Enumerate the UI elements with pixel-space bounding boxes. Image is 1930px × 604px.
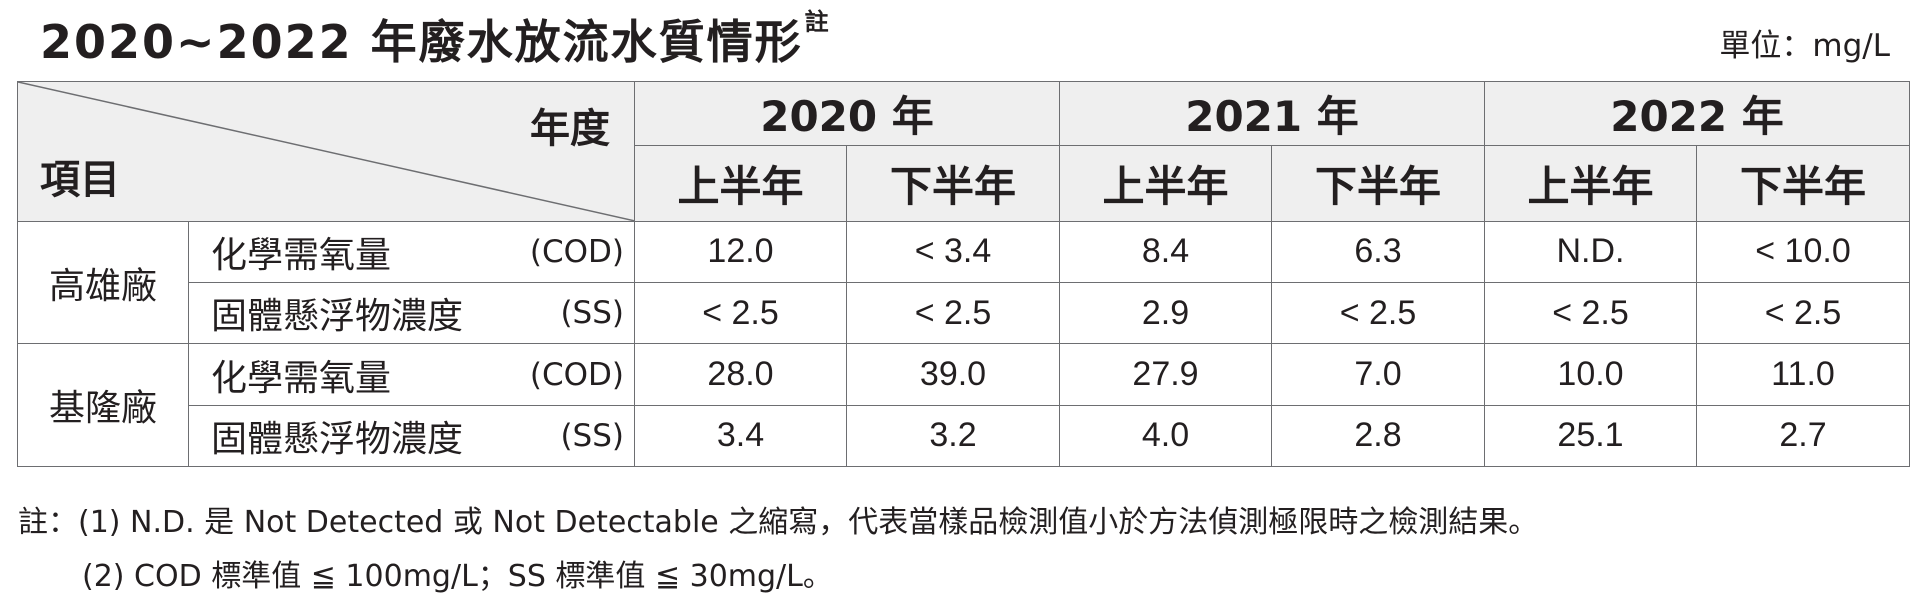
page-title: 2020~2022 年廢水放流水質情形註 bbox=[40, 6, 831, 72]
value-cell: 3.4 bbox=[634, 404, 847, 468]
value-cell: < 2.5 bbox=[1271, 282, 1485, 345]
value-cell: 39.0 bbox=[846, 343, 1060, 406]
parameter-name: 固體懸浮物濃度 bbox=[211, 418, 464, 460]
half-header: 上半年 bbox=[1484, 145, 1697, 222]
value-cell: 4.0 bbox=[1059, 404, 1272, 468]
value-cell: 28.0 bbox=[634, 343, 847, 406]
corner-item-label: 項目 bbox=[40, 156, 120, 203]
half-header: 上半年 bbox=[1059, 145, 1272, 222]
value-cell: 2.7 bbox=[1696, 404, 1910, 468]
value-cell: < 10.0 bbox=[1696, 220, 1910, 284]
half-header: 下半年 bbox=[1271, 145, 1485, 222]
value-cell: 11.0 bbox=[1696, 343, 1910, 406]
parameter-name: 化學需氧量 bbox=[211, 234, 392, 276]
value-cell: 2.8 bbox=[1271, 404, 1485, 468]
parameter-cell: 化學需氧量 (COD) bbox=[188, 220, 635, 284]
footnotes: 註：(1) N.D. 是 Not Detected 或 Not Detectab… bbox=[18, 496, 1538, 604]
table-row: 高雄廠 化學需氧量 (COD) 12.0 < 3.4 8.4 6.3 N.D. <… bbox=[17, 220, 1910, 345]
value-cell: 7.0 bbox=[1271, 343, 1485, 406]
value-cell: < 3.4 bbox=[846, 220, 1060, 284]
year-header-2021: 2021 年 bbox=[1059, 80, 1485, 147]
value-cell: 27.9 bbox=[1059, 343, 1272, 406]
diagonal-divider bbox=[18, 82, 634, 221]
value-cell: < 2.5 bbox=[634, 282, 847, 345]
table-row: 固體懸浮物濃度 (SS) < 2.5 < 2.5 2.9 < 2.5 < 2.5 … bbox=[18, 282, 1910, 345]
year-header-2020: 2020 年 bbox=[634, 80, 1060, 147]
parameter-cell: 化學需氧量 (COD) bbox=[188, 343, 635, 406]
footnote-2: (2) COD 標準值 ≦ 100mg/L；SS 標準值 ≦ 30mg/L。 bbox=[82, 559, 833, 594]
value-cell: 6.3 bbox=[1271, 220, 1485, 284]
year-header-2022: 2022 年 bbox=[1484, 80, 1910, 147]
footnote-1: 註：(1) N.D. 是 Not Detected 或 Not Detectab… bbox=[18, 505, 1539, 540]
value-cell: < 2.5 bbox=[846, 282, 1060, 345]
parameter-cell: 固體懸浮物濃度 (SS) bbox=[188, 282, 635, 345]
half-header: 下半年 bbox=[846, 145, 1060, 222]
value-cell: < 2.5 bbox=[1696, 282, 1910, 345]
parameter-name: 固體懸浮物濃度 bbox=[211, 296, 464, 338]
value-cell: 8.4 bbox=[1059, 220, 1272, 284]
corner-header: 年度 項目 bbox=[17, 81, 635, 222]
parameter-cell: 固體懸浮物濃度 (SS) bbox=[188, 404, 635, 468]
value-cell: N.D. bbox=[1484, 220, 1697, 284]
corner-year-label: 年度 bbox=[530, 106, 610, 152]
parameter-abbr: (SS) bbox=[560, 417, 624, 454]
value-cell: < 2.5 bbox=[1484, 282, 1697, 345]
value-cell: 10.0 bbox=[1484, 343, 1697, 406]
water-quality-table: 年度 項目 2020 年 2021 年 2022 年 上半年 下半年 上半年 下… bbox=[17, 80, 1910, 468]
value-cell: 2.9 bbox=[1059, 282, 1272, 345]
title-text: 2020~2022 年廢水放流水質情形 bbox=[40, 15, 803, 69]
plant-name-kaohsiung: 高雄廠 bbox=[17, 220, 189, 345]
table-row: 固體懸浮物濃度 (SS) 3.4 3.2 4.0 2.8 25.1 2.7 bbox=[18, 404, 1910, 468]
half-header: 上半年 bbox=[634, 145, 847, 222]
table-row: 基隆廠 化學需氧量 (COD) 28.0 39.0 27.9 7.0 10.0 1… bbox=[17, 343, 1910, 467]
plant-name-keelung: 基隆廠 bbox=[17, 343, 189, 467]
parameter-abbr: (SS) bbox=[560, 295, 624, 332]
parameter-abbr: (COD) bbox=[529, 356, 624, 393]
value-cell: 3.2 bbox=[846, 404, 1060, 468]
title-note-marker: 註 bbox=[804, 8, 831, 36]
parameter-abbr: (COD) bbox=[529, 233, 624, 270]
parameter-name: 化學需氧量 bbox=[211, 357, 392, 399]
unit-label: 單位：mg/L bbox=[1719, 28, 1890, 64]
value-cell: 25.1 bbox=[1484, 404, 1697, 468]
half-header: 下半年 bbox=[1696, 145, 1910, 222]
value-cell: 12.0 bbox=[634, 220, 847, 284]
